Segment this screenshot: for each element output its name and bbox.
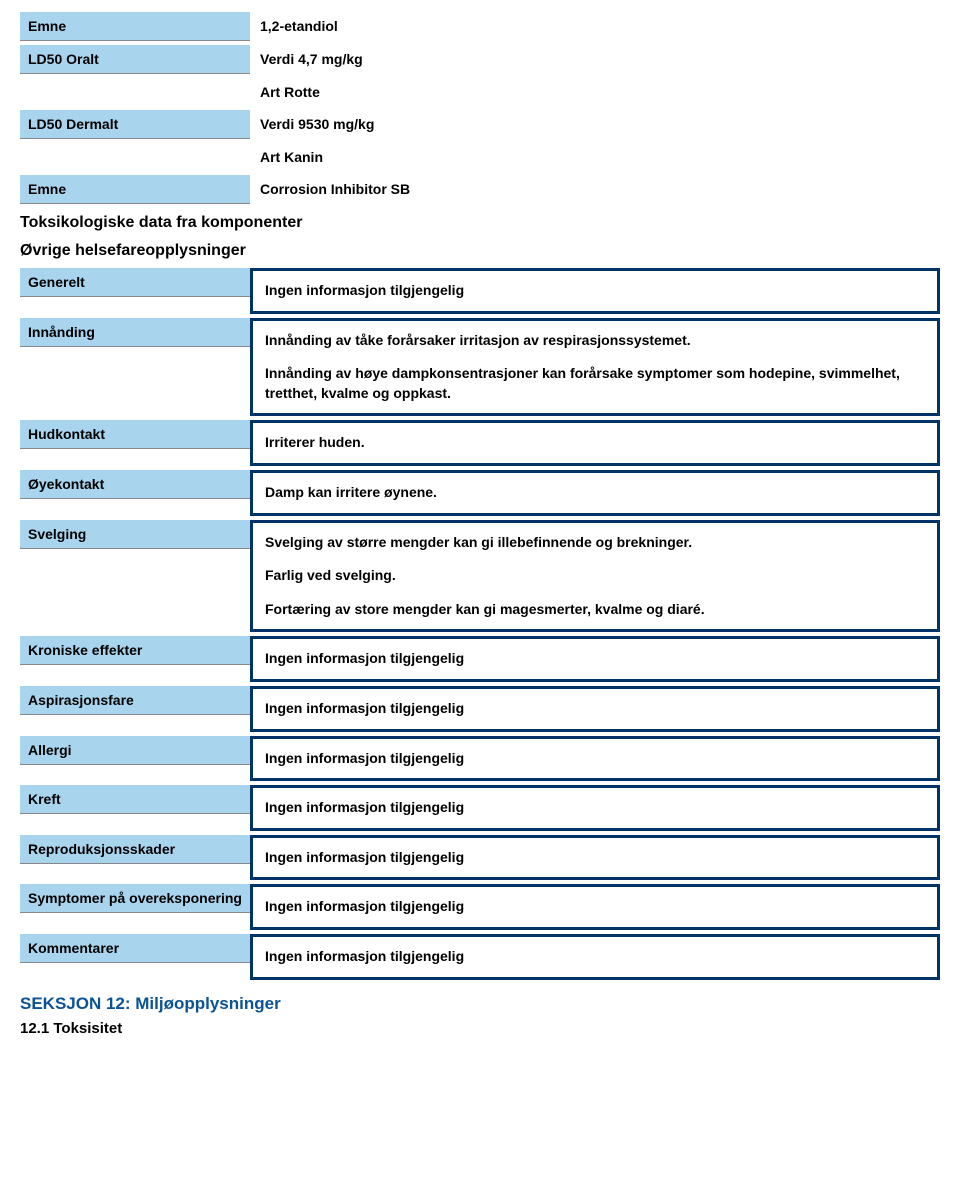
reproduksjon-label: Reproduksjonsskader [20, 835, 250, 864]
innanding-p2: Innånding av høye dampkonsentrasjoner ka… [265, 364, 925, 403]
seksjon-12-title: SEKSJON 12: Miljøopplysninger [20, 994, 940, 1014]
heading-ovrige: Øvrige helsefareopplysninger [20, 242, 940, 260]
kroniske-label: Kroniske effekter [20, 636, 250, 665]
aspirasjon-label: Aspirasjonsfare [20, 686, 250, 715]
svelging-p1: Svelging av større mengder kan gi illebe… [265, 533, 925, 553]
heading-toks: Toksikologiske data fra komponenter [20, 214, 940, 232]
ld50-oralt-value: Verdi 4,7 mg/kg [250, 45, 940, 73]
symptomer-label: Symptomer på overeksponering [20, 884, 250, 913]
art-rotte: Art Rotte [250, 78, 940, 106]
allergi-label: Allergi [20, 736, 250, 765]
svelging-value: Svelging av større mengder kan gi illebe… [250, 520, 940, 633]
toksisitet-heading: 12.1 Toksisitet [20, 1020, 940, 1037]
kreft-label: Kreft [20, 785, 250, 814]
hudkontakt-value: Irriterer huden. [250, 420, 940, 466]
innanding-label: Innånding [20, 318, 250, 347]
kreft-value: Ingen informasjon tilgjengelig [250, 785, 940, 831]
spacer-cell [20, 78, 250, 90]
art-kanin: Art Kanin [250, 143, 940, 171]
svelging-p3: Fortæring av store mengder kan gi magesm… [265, 600, 925, 620]
ld50-dermalt-label: LD50 Dermalt [20, 110, 250, 139]
allergi-value: Ingen informasjon tilgjengelig [250, 736, 940, 782]
svelging-label: Svelging [20, 520, 250, 549]
hudkontakt-label: Hudkontakt [20, 420, 250, 449]
kroniske-value: Ingen informasjon tilgjengelig [250, 636, 940, 682]
innanding-p1: Innånding av tåke forårsaker irritasjon … [265, 331, 925, 351]
kommentarer-label: Kommentarer [20, 934, 250, 963]
generelt-value: Ingen informasjon tilgjengelig [250, 268, 940, 314]
kommentarer-value: Ingen informasjon tilgjengelig [250, 934, 940, 980]
emne-1-value: 1,2-etandiol [250, 12, 940, 40]
oyekontakt-value: Damp kan irritere øynene. [250, 470, 940, 516]
spacer-cell [20, 143, 250, 155]
emne-2-label: Emne [20, 175, 250, 204]
ld50-dermalt-value: Verdi 9530 mg/kg [250, 110, 940, 138]
emne-1-label: Emne [20, 12, 250, 41]
ld50-oralt-label: LD50 Oralt [20, 45, 250, 74]
innanding-value: Innånding av tåke forårsaker irritasjon … [250, 318, 940, 417]
symptomer-value: Ingen informasjon tilgjengelig [250, 884, 940, 930]
oyekontakt-label: Øyekontakt [20, 470, 250, 499]
svelging-p2: Farlig ved svelging. [265, 566, 925, 586]
generelt-label: Generelt [20, 268, 250, 297]
emne-2-value: Corrosion Inhibitor SB [250, 175, 940, 203]
reproduksjon-value: Ingen informasjon tilgjengelig [250, 835, 940, 881]
aspirasjon-value: Ingen informasjon tilgjengelig [250, 686, 940, 732]
